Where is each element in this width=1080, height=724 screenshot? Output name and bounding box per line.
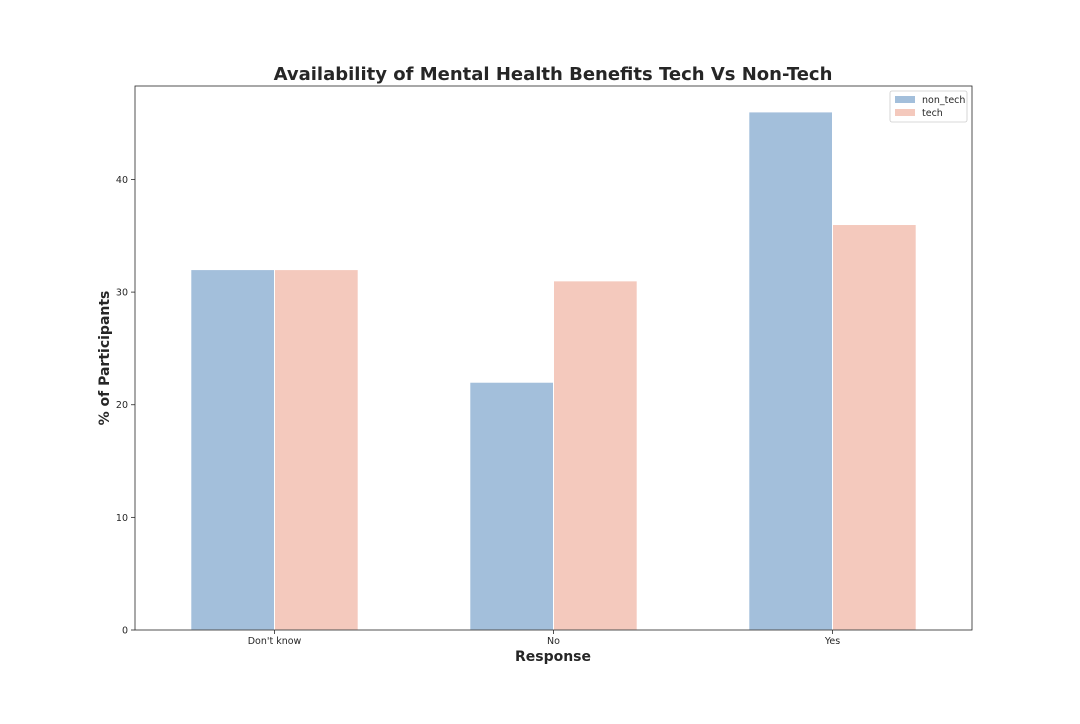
plot-frame bbox=[134, 85, 973, 631]
y-tick-label: 40 bbox=[116, 175, 128, 186]
legend-label-tech: tech bbox=[922, 108, 943, 119]
bar-tech-0 bbox=[274, 269, 359, 631]
bars-layer bbox=[190, 111, 917, 631]
legend-swatch-non_tech bbox=[895, 96, 915, 103]
bar-non_tech-0 bbox=[190, 269, 275, 631]
x-tick-label: Don't know bbox=[248, 636, 302, 647]
chart-title: Availability of Mental Health Benefits T… bbox=[274, 64, 833, 85]
bar-tech-2 bbox=[832, 224, 917, 631]
y-axis-ticks: 0 10 20 30 40 bbox=[116, 175, 135, 637]
y-tick-label: 0 bbox=[122, 626, 128, 637]
y-axis-label: % of Participants bbox=[97, 291, 113, 426]
x-tick-label: No bbox=[547, 636, 560, 647]
bar-non_tech-1 bbox=[469, 381, 554, 631]
y-tick-label: 20 bbox=[116, 400, 128, 411]
legend-label-non_tech: non_tech bbox=[922, 95, 965, 106]
legend-swatch-tech bbox=[895, 109, 915, 116]
x-axis-label: Response bbox=[515, 649, 591, 665]
x-tick-label: Yes bbox=[824, 636, 840, 647]
bar-non_tech-2 bbox=[748, 111, 833, 631]
y-tick-label: 30 bbox=[116, 288, 128, 299]
y-tick-label: 10 bbox=[116, 513, 128, 524]
x-axis-ticks: Don't know No Yes bbox=[248, 630, 840, 647]
bar-tech-1 bbox=[553, 280, 638, 631]
